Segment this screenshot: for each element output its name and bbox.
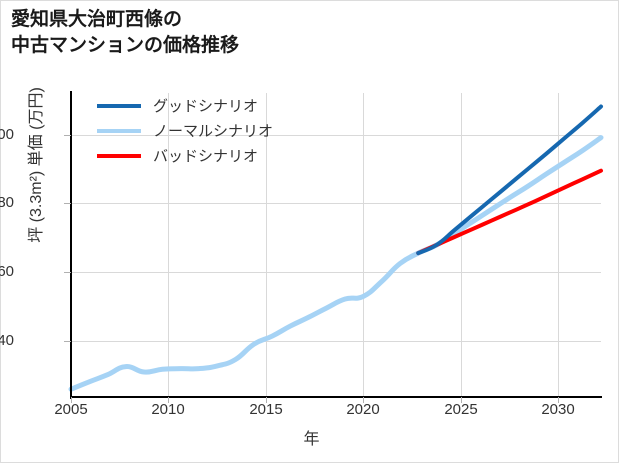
y-tickmark-100	[64, 135, 71, 136]
plot-area	[68, 93, 604, 397]
y-axis-spine	[70, 91, 72, 399]
x-axis-label: 年	[303, 431, 320, 448]
gridline-y-80	[71, 203, 601, 204]
y-tickmark-60	[64, 272, 71, 273]
legend-label-normal: ノーマルシナリオ	[153, 123, 274, 140]
line-good-scenario	[416, 104, 603, 256]
x-tick-label-2030: 2030	[541, 401, 575, 418]
y-tick-label-40: 40	[0, 332, 14, 349]
x-tick-label-2015: 2015	[249, 401, 283, 418]
legend-swatch-good	[97, 103, 141, 108]
y-tickmark-40	[64, 341, 71, 342]
line-bad-scenario	[416, 168, 603, 256]
y-tick-label-60: 60	[0, 263, 14, 280]
y-tick-label-80: 80	[0, 194, 14, 211]
legend-swatch-normal	[97, 128, 141, 133]
legend-label-bad: バッドシナリオ	[153, 148, 259, 165]
chart-legend: グッドシナリオ ノーマルシナリオ バッドシナリオ	[97, 93, 317, 168]
y-axis-label: 坪 (3.3m²) 単価 (万円)	[28, 87, 45, 243]
legend-label-good: グッドシナリオ	[153, 98, 259, 115]
x-tick-label-2005: 2005	[54, 401, 88, 418]
legend-item-good[interactable]: グッドシナリオ	[97, 93, 317, 118]
gridline-x-2010	[168, 93, 169, 397]
x-tick-label-2010: 2010	[151, 401, 185, 418]
gridline-x-2030	[558, 93, 559, 397]
y-tickmark-80	[64, 203, 71, 204]
gridline-x-2020	[363, 93, 364, 397]
x-tickmark-2030	[558, 397, 559, 403]
gridline-y-60	[71, 272, 601, 273]
chart-title: 愛知県大治町西條の 中古マンションの価格推移	[11, 9, 240, 57]
x-tick-label-2025: 2025	[444, 401, 478, 418]
y-tick-label-100: 100	[0, 126, 14, 143]
series-lines	[68, 104, 604, 392]
legend-item-normal[interactable]: ノーマルシナリオ	[97, 118, 317, 143]
x-tickmark-2005	[71, 397, 72, 403]
x-axis-spine	[70, 396, 602, 398]
x-tickmark-2010	[168, 397, 169, 403]
gridline-y-100	[71, 135, 601, 136]
x-tick-label-2020: 2020	[346, 401, 380, 418]
x-tickmark-2015	[266, 397, 267, 403]
legend-item-bad[interactable]: バッドシナリオ	[97, 143, 317, 168]
x-tickmark-2025	[461, 397, 462, 403]
x-tickmark-2020	[363, 397, 364, 403]
gridline-x-2025	[461, 93, 462, 397]
gridline-y-40	[71, 341, 601, 342]
gridline-x-2015	[266, 93, 267, 397]
line-normal-scenario	[68, 135, 604, 392]
legend-swatch-bad	[97, 153, 141, 158]
